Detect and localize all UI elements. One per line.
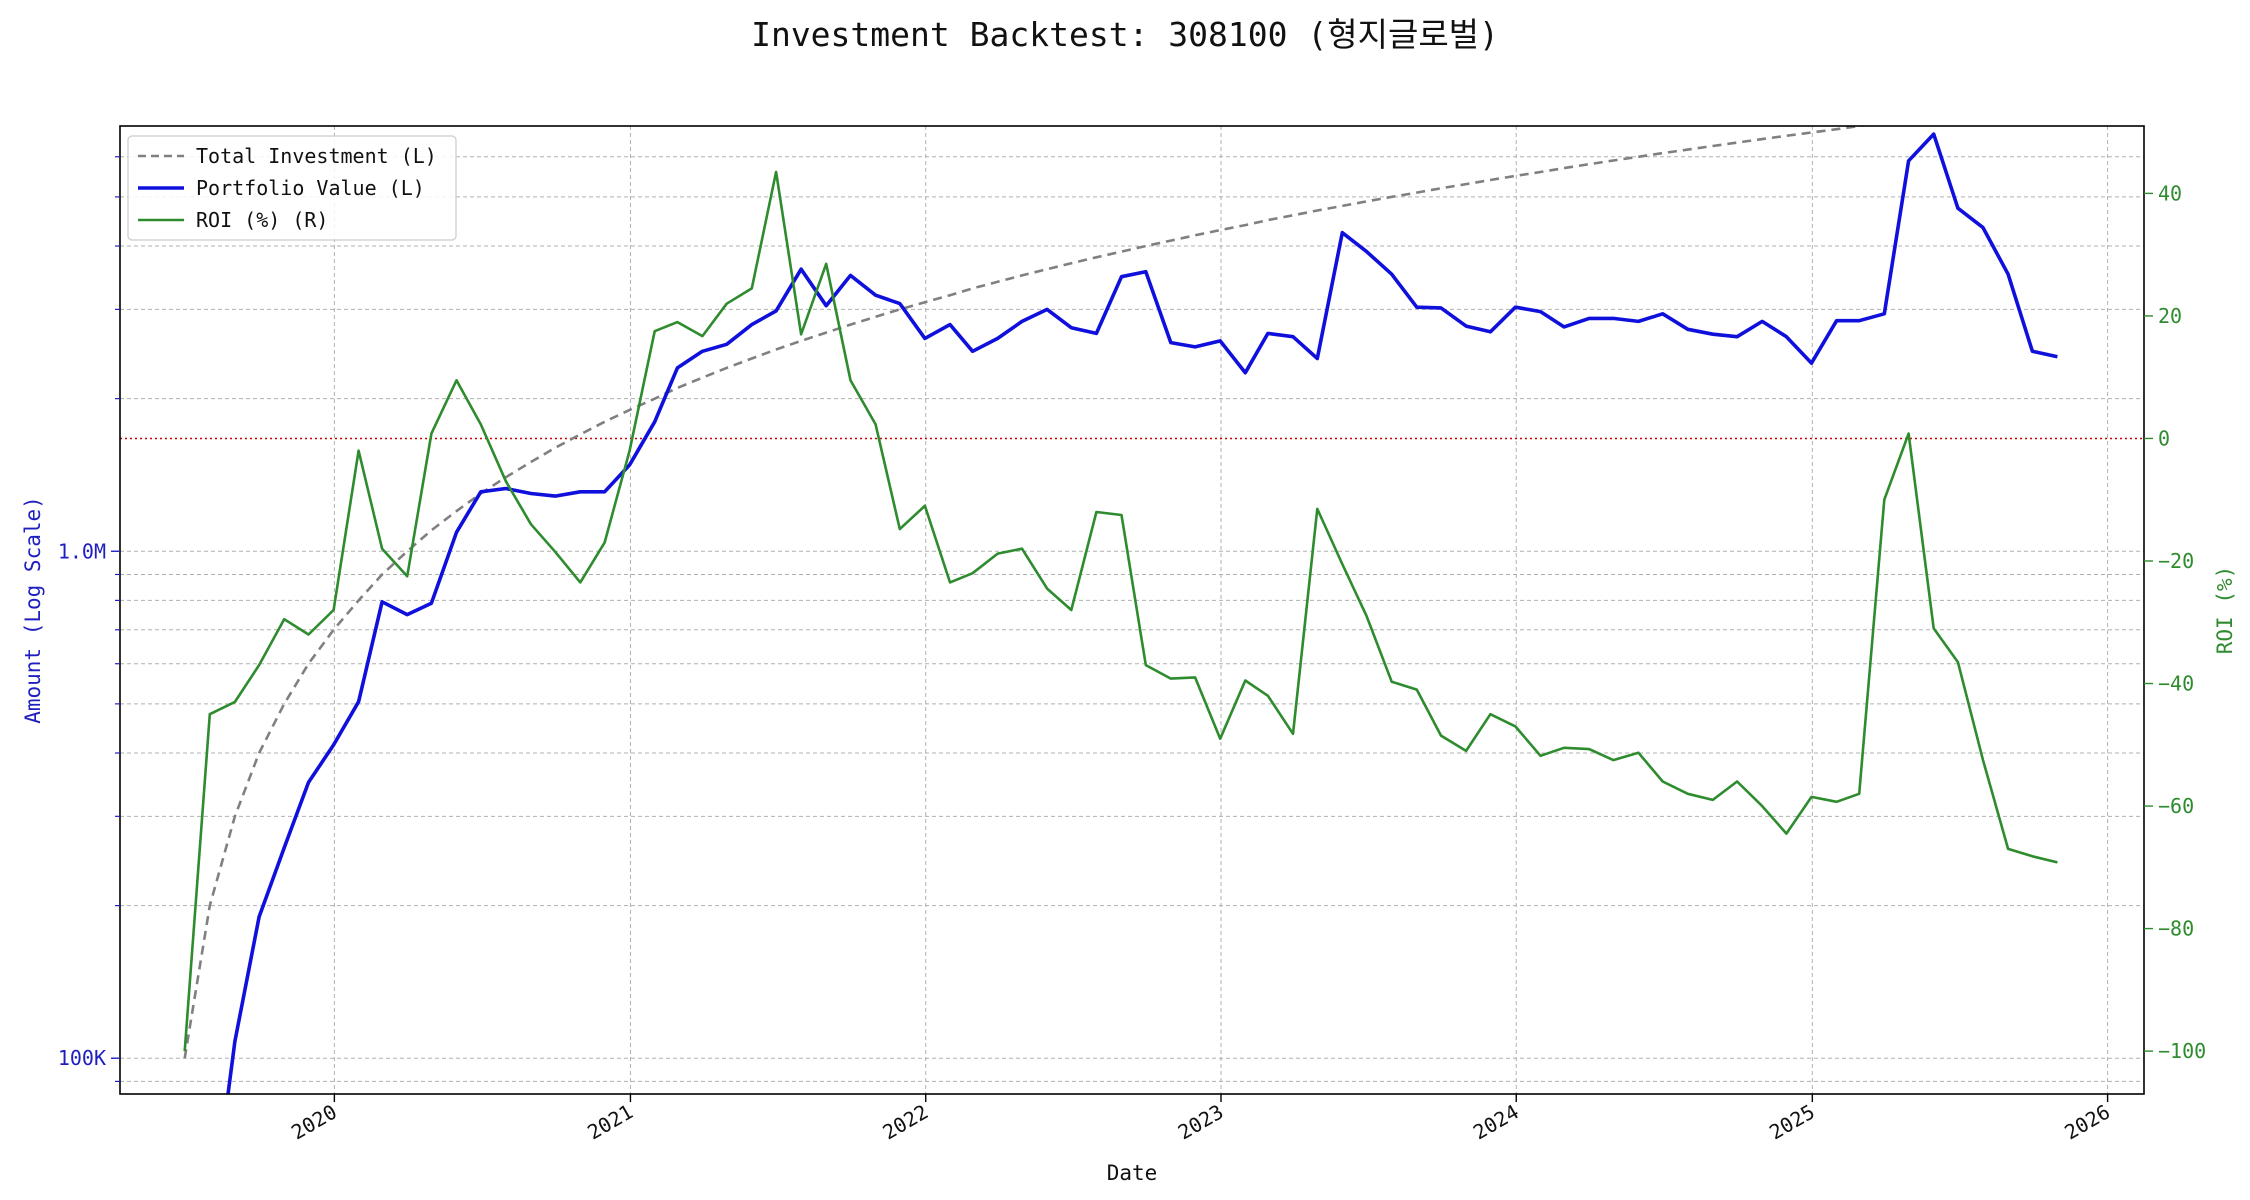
- legend-label: ROI (%) (R): [196, 208, 328, 232]
- y-left-tick-label: 100K: [58, 1046, 106, 1070]
- legend-label: Total Investment (L): [196, 144, 437, 168]
- x-tick-label: 2022: [878, 1100, 932, 1145]
- legend: Total Investment (L) Portfolio Value (L) R…: [127, 135, 457, 241]
- roi-line: [183, 170, 2058, 1052]
- y-right-tick-label: 20: [2158, 304, 2182, 328]
- y-right-tick-label: −80: [2158, 917, 2194, 941]
- total-investment-line: [183, 126, 1870, 1059]
- plot-frame: [119, 125, 2145, 1095]
- y-left-tick-label: 1.0M: [58, 539, 106, 563]
- portfolio-value-line: [226, 132, 2058, 1094]
- x-tick-label: 2024: [1469, 1100, 1523, 1145]
- y-right-tick-label: 40: [2158, 181, 2182, 205]
- x-axis: 2020 2021 2022 2023 2024 2025 2026: [287, 1094, 2114, 1144]
- y-right-tick-label: −60: [2158, 794, 2194, 818]
- chart-title: Investment Backtest: 308100 (형지글로벌): [751, 15, 1499, 54]
- y-axis-left: 100K 1.0M: [58, 156, 120, 1083]
- x-tick-label: 2026: [2060, 1100, 2114, 1145]
- x-axis-label: Date: [1107, 1161, 1158, 1185]
- legend-box: [127, 135, 457, 241]
- y-axis-left-label: Amount (Log Scale): [21, 496, 45, 724]
- x-tick-label: 2020: [287, 1100, 341, 1145]
- grid: [120, 126, 2144, 1094]
- y-right-tick-label: −40: [2158, 672, 2194, 696]
- y-axis-right: −100 −80 −60 −40 −20 0 20 40: [2144, 181, 2206, 1063]
- y-right-tick-label: −20: [2158, 549, 2194, 573]
- y-right-tick-label: 0: [2158, 426, 2170, 450]
- legend-label: Portfolio Value (L): [196, 176, 425, 200]
- x-tick-label: 2023: [1174, 1100, 1228, 1145]
- y-right-tick-label: −100: [2158, 1039, 2206, 1063]
- x-tick-label: 2021: [583, 1100, 637, 1145]
- x-tick-label: 2025: [1765, 1100, 1819, 1145]
- series-layer: [183, 126, 2058, 1094]
- y-axis-right-label: ROI (%): [2213, 566, 2237, 655]
